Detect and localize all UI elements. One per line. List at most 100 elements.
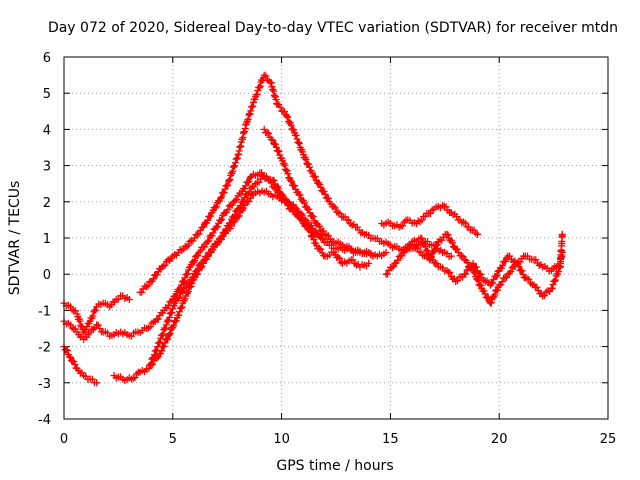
trace-marker — [177, 304, 185, 312]
trace-marker — [178, 303, 186, 311]
data-point — [495, 267, 503, 275]
data-point — [93, 321, 101, 329]
data-point — [86, 375, 94, 383]
trace-marker — [194, 252, 202, 260]
data-point — [67, 353, 75, 361]
data-point — [269, 176, 277, 184]
trace-marker — [309, 233, 317, 241]
trace-marker — [481, 290, 489, 298]
data-point — [426, 256, 434, 264]
x-axis-label: GPS time / hours — [276, 458, 393, 474]
trace-marker — [442, 203, 450, 211]
data-point — [547, 267, 555, 275]
trace-marker — [197, 264, 205, 272]
trace-marker — [281, 161, 289, 169]
data-point — [293, 205, 301, 213]
trace-marker — [165, 330, 173, 338]
data-point — [317, 183, 325, 191]
data-point — [343, 216, 351, 224]
data-point — [208, 209, 216, 217]
data-point — [110, 372, 118, 380]
data-point — [325, 198, 333, 206]
data-point — [558, 248, 566, 256]
data-point — [119, 292, 127, 300]
data-point — [212, 223, 220, 231]
y-axis-ticks: -4 -3 -2 -1 0 1 2 3 4 5 6 — [38, 51, 608, 428]
trace-marker — [477, 271, 485, 279]
trace-marker — [295, 138, 303, 146]
trace-marker — [293, 135, 301, 143]
trace-marker — [188, 280, 196, 288]
trace-marker — [77, 321, 85, 329]
trace-marker — [142, 283, 150, 291]
data-point — [312, 220, 320, 228]
trace-marker — [502, 257, 510, 265]
series-track-6 — [148, 172, 370, 368]
data-point — [539, 263, 547, 271]
data-point — [278, 191, 286, 199]
trace-marker — [511, 263, 519, 271]
data-point — [530, 281, 538, 289]
trace-marker — [244, 190, 252, 198]
data-point — [217, 194, 225, 202]
data-point — [80, 335, 88, 343]
trace-marker — [161, 324, 169, 332]
trace-marker — [221, 228, 229, 236]
trace-marker — [287, 121, 295, 129]
data-point — [556, 259, 564, 267]
trace-marker — [310, 236, 318, 244]
trace-marker — [255, 84, 263, 92]
trace-marker — [245, 111, 253, 119]
series-track-8 — [380, 202, 480, 237]
trace-marker — [433, 241, 441, 249]
data-point — [443, 230, 451, 238]
y-tick-label: 5 — [43, 87, 51, 102]
data-point — [413, 220, 421, 228]
data-point — [356, 263, 364, 271]
trace-marker — [325, 232, 333, 240]
trace-marker — [68, 306, 76, 314]
trace-marker — [153, 271, 161, 279]
trace-marker — [229, 163, 237, 171]
data-point — [195, 248, 203, 256]
y-tick-label: 3 — [43, 160, 51, 175]
data-point — [278, 154, 286, 162]
trace-marker — [551, 276, 559, 284]
data-point — [169, 296, 177, 304]
data-point — [151, 317, 159, 325]
data-point — [180, 285, 188, 293]
trace-marker — [71, 325, 79, 333]
trace-marker — [491, 291, 499, 299]
trace-marker — [333, 208, 341, 216]
y-tick-label: 1 — [43, 232, 51, 247]
data-point — [171, 299, 179, 307]
trace-marker — [250, 183, 258, 191]
chart-title: Day 072 of 2020, Sidereal Day-to-day VTE… — [48, 20, 618, 36]
data-point — [99, 328, 107, 336]
trace-marker — [184, 287, 192, 295]
data-point — [304, 223, 312, 231]
data-point — [478, 285, 486, 293]
trace-marker — [174, 294, 182, 302]
data-point — [486, 281, 494, 289]
trace-marker — [502, 273, 510, 281]
trace-marker — [321, 190, 329, 198]
data-point — [156, 350, 164, 358]
trace-marker — [169, 305, 177, 313]
data-point — [191, 234, 199, 242]
trace-marker — [308, 212, 316, 220]
data-point — [169, 252, 177, 260]
trace-marker — [331, 204, 339, 212]
trace-marker — [498, 262, 506, 270]
data-point — [86, 328, 94, 336]
trace-marker — [492, 273, 500, 281]
data-point — [417, 234, 425, 242]
data-point — [136, 368, 144, 376]
data-point — [99, 299, 107, 307]
trace-marker — [330, 202, 338, 210]
trace-marker — [274, 184, 282, 192]
trace-marker — [211, 204, 219, 212]
data-point — [334, 209, 342, 217]
data-point — [125, 332, 133, 340]
trace-marker — [218, 193, 226, 201]
